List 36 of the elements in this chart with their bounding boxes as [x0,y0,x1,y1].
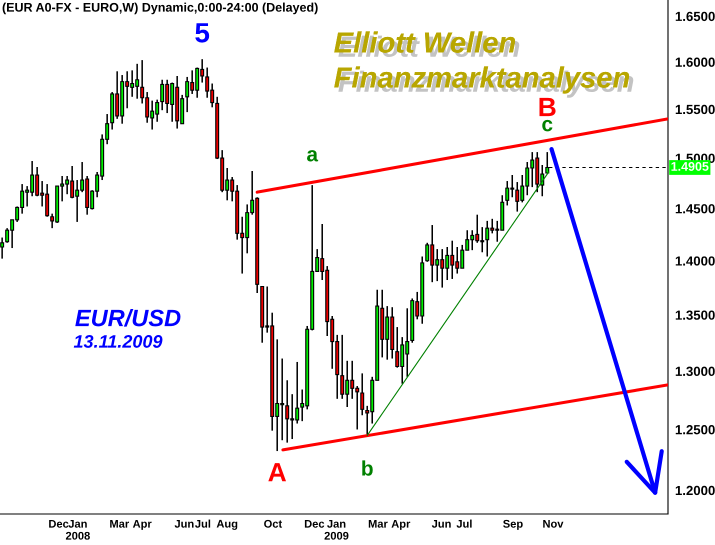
annotation: a [307,150,318,162]
x-tick-label: Jun [174,520,194,528]
x-tick-label: Sep [503,520,523,530]
annotation: A [268,463,286,482]
y-tick-label: 1.5500 [676,104,715,114]
x-tick-label: Jun [432,520,451,528]
x-tick-label: Jul [456,520,472,528]
x-tick-label: Jul [195,520,210,528]
annotation: 5 [195,23,210,43]
y-tick-label: 1.4500 [676,204,715,214]
chart-title: (EUR A0-FX - EURO,W) Dynamic,0:00-24:00 (Delayed) [2,2,318,14]
annotation: 13.11.2009 [74,335,162,348]
ref-line-label: 1.4905 [671,162,709,171]
y-tick-label: 1.2000 [676,486,715,496]
y-tick-label: 1.3500 [676,310,715,320]
x-tick-label: Aug [216,520,238,530]
y-tick-label: 1.6000 [676,58,715,67]
y-tick-label: 1.3000 [676,366,715,376]
x-tick-label: Apr [392,520,410,530]
x-tick-label: Apr [132,520,152,530]
annotation: EUR/USD [75,308,180,327]
annotation: b [362,460,373,476]
y-tick-label: 1.4000 [676,256,715,266]
annotation: c [542,120,552,132]
x-tick-label: Mar [368,520,388,528]
annotation: B [539,98,556,116]
annotation: Finanzmarktanalysen [334,66,634,98]
x-tick-label: Nov [543,520,564,528]
y-tick-label: 1.6500 [676,12,715,22]
x-tick-label: Jan 2009 [324,520,348,540]
x-tick-label: Dec [304,520,324,528]
x-tick-label: Oct [264,520,282,528]
y-tick-label: 1.2500 [676,425,715,434]
candlestick [360,372,364,416]
annotation: Elliott Wellen [334,31,520,57]
x-tick-label: Mar [110,520,130,528]
